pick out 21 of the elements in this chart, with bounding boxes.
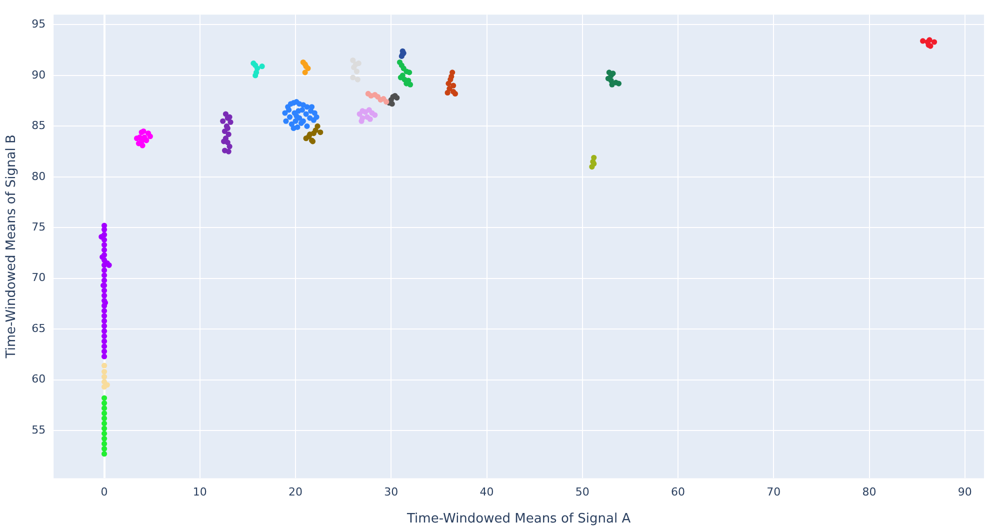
x-tick-label: 80: [862, 486, 876, 499]
y-tick-label: 90: [32, 68, 46, 82]
x-axis-title: Time-Windowed Means of Signal A: [406, 512, 631, 527]
x-tick-label: 90: [958, 486, 972, 499]
y-axis-title: Time-Windowed Means of Signal B: [4, 134, 20, 360]
x-tick-label: 50: [575, 486, 590, 499]
y-tick-label: 70: [32, 271, 46, 284]
x-tick-label: 70: [766, 486, 781, 499]
x-tick-label: 10: [192, 486, 207, 499]
x-tick-label: 30: [384, 486, 398, 499]
x-tick-label: 40: [480, 486, 494, 499]
y-tick-label: 65: [32, 322, 46, 335]
y-tick-label: 95: [32, 18, 46, 31]
y-tick-label: 55: [32, 423, 46, 436]
x-tick-label: 60: [671, 486, 686, 499]
x-tick-label: 20: [288, 486, 303, 499]
y-tick-label: 60: [32, 372, 46, 386]
y-tick-label: 80: [32, 170, 46, 183]
y-tick-label: 75: [32, 220, 46, 234]
x-tick-label: 0: [100, 486, 108, 499]
y-tick-label: 85: [32, 119, 46, 132]
